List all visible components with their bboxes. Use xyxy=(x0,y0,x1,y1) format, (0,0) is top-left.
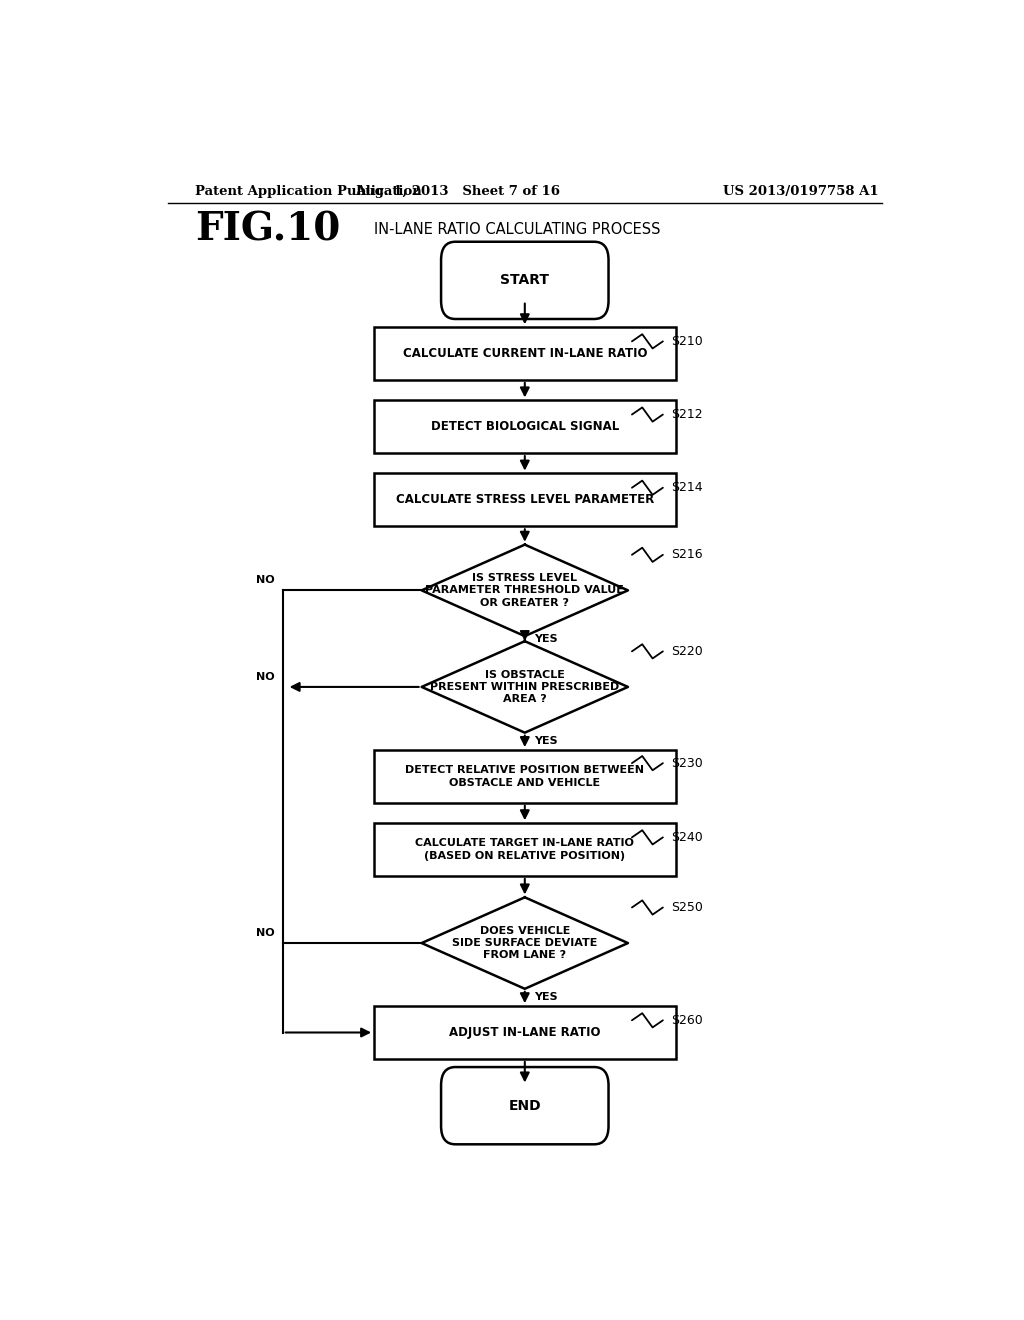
Text: S210: S210 xyxy=(672,335,703,348)
Text: DETECT BIOLOGICAL SIGNAL: DETECT BIOLOGICAL SIGNAL xyxy=(431,420,618,433)
Text: START: START xyxy=(501,273,549,288)
Text: IS STRESS LEVEL
PARAMETER THRESHOLD VALUE
OR GREATER ?: IS STRESS LEVEL PARAMETER THRESHOLD VALU… xyxy=(425,573,625,607)
Text: ADJUST IN-LANE RATIO: ADJUST IN-LANE RATIO xyxy=(450,1026,600,1039)
Text: S260: S260 xyxy=(672,1014,703,1027)
Text: CALCULATE CURRENT IN-LANE RATIO: CALCULATE CURRENT IN-LANE RATIO xyxy=(402,347,647,360)
Text: YES: YES xyxy=(535,737,558,746)
FancyBboxPatch shape xyxy=(374,327,676,380)
Text: YES: YES xyxy=(535,993,558,1002)
Text: CALCULATE TARGET IN-LANE RATIO
(BASED ON RELATIVE POSITION): CALCULATE TARGET IN-LANE RATIO (BASED ON… xyxy=(416,838,634,861)
Text: END: END xyxy=(509,1098,541,1113)
Text: Patent Application Publication: Patent Application Publication xyxy=(196,185,422,198)
FancyBboxPatch shape xyxy=(441,242,608,319)
FancyBboxPatch shape xyxy=(374,474,676,527)
Text: DETECT RELATIVE POSITION BETWEEN
OBSTACLE AND VEHICLE: DETECT RELATIVE POSITION BETWEEN OBSTACL… xyxy=(406,766,644,788)
Text: YES: YES xyxy=(535,634,558,644)
Text: DOES VEHICLE
SIDE SURFACE DEVIATE
FROM LANE ?: DOES VEHICLE SIDE SURFACE DEVIATE FROM L… xyxy=(453,925,597,961)
FancyBboxPatch shape xyxy=(374,750,676,803)
Text: Aug. 1, 2013   Sheet 7 of 16: Aug. 1, 2013 Sheet 7 of 16 xyxy=(355,185,560,198)
Polygon shape xyxy=(422,545,628,636)
Text: NO: NO xyxy=(256,672,274,682)
FancyBboxPatch shape xyxy=(374,824,676,876)
Text: IN-LANE RATIO CALCULATING PROCESS: IN-LANE RATIO CALCULATING PROCESS xyxy=(374,222,660,238)
FancyBboxPatch shape xyxy=(374,1006,676,1059)
FancyBboxPatch shape xyxy=(441,1067,608,1144)
Text: NO: NO xyxy=(256,576,274,585)
Text: NO: NO xyxy=(256,928,274,939)
Text: S214: S214 xyxy=(672,482,703,494)
Text: S230: S230 xyxy=(672,756,703,770)
Text: S240: S240 xyxy=(672,830,703,843)
Text: IS OBSTACLE
PRESENT WITHIN PRESCRIBED
AREA ?: IS OBSTACLE PRESENT WITHIN PRESCRIBED AR… xyxy=(430,669,620,705)
Text: US 2013/0197758 A1: US 2013/0197758 A1 xyxy=(723,185,879,198)
Text: CALCULATE STRESS LEVEL PARAMETER: CALCULATE STRESS LEVEL PARAMETER xyxy=(395,494,654,507)
Polygon shape xyxy=(422,642,628,733)
Text: S250: S250 xyxy=(672,902,703,913)
Text: FIG.10: FIG.10 xyxy=(196,211,341,248)
Text: S212: S212 xyxy=(672,408,703,421)
Polygon shape xyxy=(422,898,628,989)
Text: S220: S220 xyxy=(672,645,703,657)
FancyBboxPatch shape xyxy=(374,400,676,453)
Text: S216: S216 xyxy=(672,548,703,561)
